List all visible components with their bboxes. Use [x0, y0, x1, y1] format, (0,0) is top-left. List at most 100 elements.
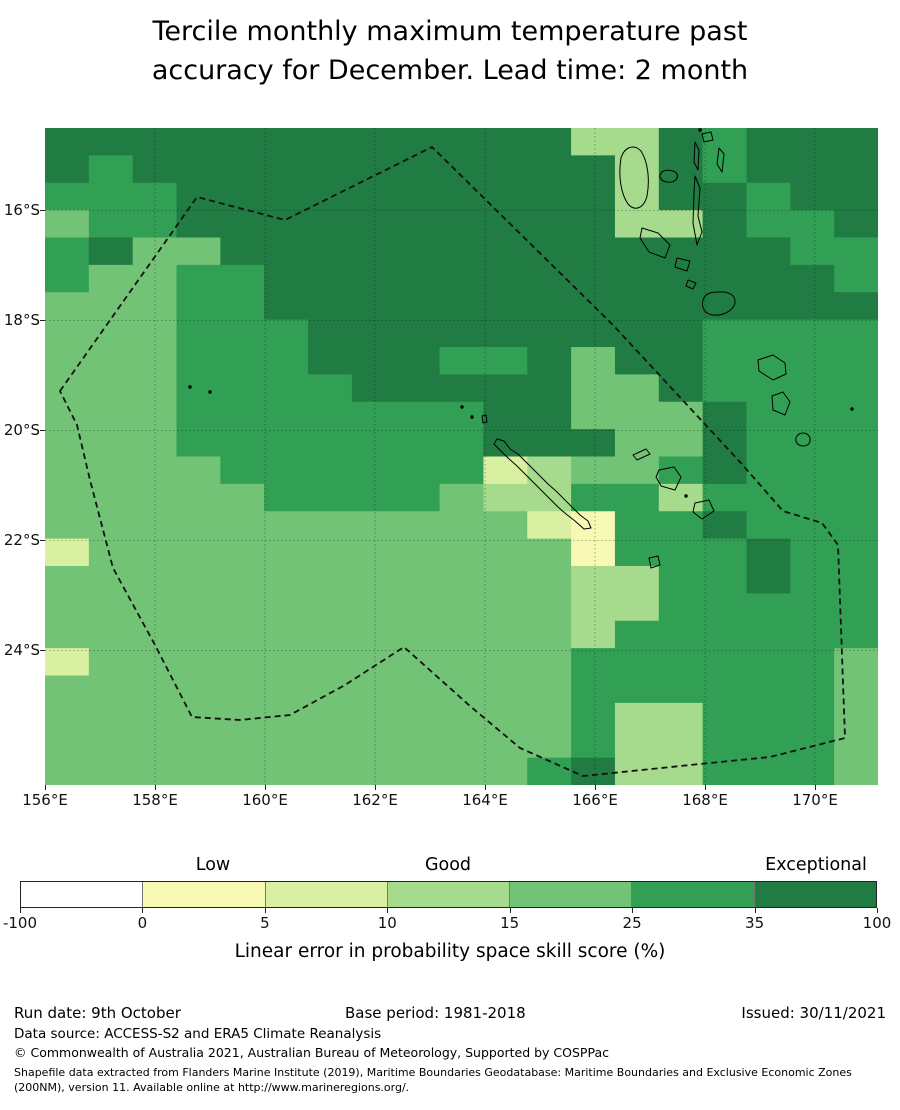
grid-cell — [746, 538, 791, 567]
grid-cell — [395, 730, 441, 759]
grid-cell — [527, 210, 572, 239]
grid-cell — [746, 648, 791, 677]
grid-cell — [527, 538, 572, 567]
colorbar-tick — [509, 908, 511, 913]
grid-cell — [308, 675, 353, 704]
grid-cell — [308, 620, 353, 649]
grid-cell — [614, 155, 660, 184]
lon-tick — [265, 785, 266, 790]
grid-cell — [834, 237, 878, 266]
colorbar-category-label: Low — [195, 855, 231, 875]
grid-cell — [658, 456, 704, 485]
islet-dot — [208, 390, 212, 394]
grid-cell — [614, 237, 660, 266]
grid-cell — [264, 511, 309, 540]
grid-cell — [439, 511, 485, 540]
grid-cell — [395, 757, 441, 785]
grid-cell — [88, 566, 134, 594]
grid-cell — [702, 182, 748, 211]
grid-cell — [308, 264, 353, 293]
grid-cell — [658, 210, 704, 239]
grid-cell — [483, 675, 528, 704]
island-outline — [481, 414, 488, 424]
grid-cell — [45, 264, 90, 293]
colorbar-segment — [142, 882, 265, 907]
grid-cell — [88, 511, 134, 540]
grid-cell — [351, 702, 397, 731]
grid-cell — [571, 730, 616, 759]
grid-cell — [351, 566, 397, 594]
grid-cell — [220, 210, 265, 239]
grid-cell — [395, 511, 441, 540]
grid-cell — [483, 757, 528, 785]
grid-cell — [220, 429, 265, 458]
grid-cell — [132, 675, 178, 704]
grid-cell — [702, 155, 748, 184]
grid-cell — [264, 593, 309, 622]
colorbar-category-label: Good — [424, 855, 472, 875]
island-outline — [771, 391, 791, 416]
grid-cell — [746, 483, 791, 512]
lon-tick — [375, 785, 376, 790]
grid-cell — [702, 401, 748, 430]
grid-cell — [483, 593, 528, 622]
island-outline — [632, 448, 651, 461]
island-outline — [795, 432, 811, 447]
grid-cell — [132, 538, 178, 567]
grid-cell — [395, 620, 441, 649]
grid-cell — [45, 730, 90, 759]
grid-cell — [790, 237, 835, 266]
grid-cell — [395, 155, 441, 184]
grid-cell — [658, 237, 704, 266]
grid-cell — [132, 155, 178, 184]
grid-cell — [614, 128, 660, 156]
grid-cell — [308, 210, 353, 239]
lon-tick-label: 158°E — [132, 791, 178, 809]
lat-tick-label: 16°S — [3, 201, 40, 219]
grid-cell — [483, 538, 528, 567]
grid-cell — [220, 483, 265, 512]
island-outline — [493, 438, 592, 530]
grid-cell — [439, 702, 485, 731]
grid-cell — [614, 702, 660, 731]
lat-tick-label: 22°S — [3, 531, 40, 549]
grid-cell — [351, 483, 397, 512]
grid-cell — [834, 155, 878, 184]
grid-cell — [351, 648, 397, 677]
grid-cell — [395, 319, 441, 348]
grid-cell — [220, 128, 265, 156]
grid-cell — [790, 401, 835, 430]
colorbar-axis-label: Linear error in probability space skill … — [234, 941, 666, 962]
grid-cell — [790, 702, 835, 731]
colorbar-tick — [264, 908, 266, 913]
grid-cell — [176, 319, 221, 348]
grid-cell — [614, 538, 660, 567]
grid-cell — [790, 319, 835, 348]
grid-cell — [439, 155, 485, 184]
grid-cell — [351, 210, 397, 239]
grid-cell — [132, 702, 178, 731]
grid-cell — [132, 730, 178, 759]
islet-dot — [470, 415, 474, 419]
grid-cell — [439, 483, 485, 512]
grid-cell — [351, 675, 397, 704]
grid-cell — [395, 374, 441, 403]
base-period-text: Base period: 1981-2018 — [345, 1004, 526, 1022]
grid-cell — [439, 648, 485, 677]
grid-cell — [483, 292, 528, 321]
grid-cell — [658, 620, 704, 649]
grid-cell — [746, 237, 791, 266]
grid-cell — [176, 566, 221, 594]
eez-boundary — [59, 146, 846, 777]
grid-cell — [483, 374, 528, 403]
grid-cell — [483, 401, 528, 430]
grid-cell — [45, 128, 90, 156]
grid-cell — [395, 292, 441, 321]
grid-cell — [702, 648, 748, 677]
grid-cell — [571, 620, 616, 649]
grid-cell — [834, 511, 878, 540]
grid-cell — [658, 319, 704, 348]
grid-cell — [483, 483, 528, 512]
grid-cell — [395, 593, 441, 622]
grid-cell — [132, 456, 178, 485]
